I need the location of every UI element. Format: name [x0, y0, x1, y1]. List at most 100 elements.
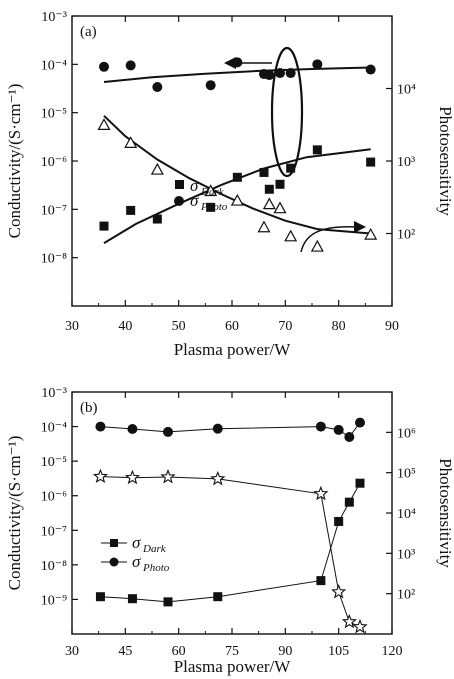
point-photosensitivity	[273, 201, 287, 214]
point-photo	[315, 421, 326, 432]
lines-b	[100, 422, 361, 628]
legend-label-dark-b: σ	[132, 533, 141, 552]
y2-tick-label: 10²	[397, 228, 415, 243]
point-photo	[285, 68, 296, 79]
legend-label-dark-a: σ	[190, 176, 199, 195]
legend-marker-photo-a	[174, 196, 184, 206]
arrow-curve-head	[354, 221, 366, 233]
x-tick-label: 90	[385, 319, 399, 334]
y-tick-label: 10⁻³	[41, 386, 67, 401]
x-tick-label: 80	[332, 319, 346, 334]
panel-a: (a) 30 40 50 60 70 80 90 10⁻³ 10⁻⁴ 10⁻⁵ 10⁻⁶ 10⁻⁷ 10…	[5, 10, 454, 359]
legend-marker-dark-b	[110, 539, 118, 547]
point-photo	[127, 424, 138, 435]
x-tick-label: 60	[172, 644, 186, 659]
point-photosensitivity	[352, 618, 368, 634]
x-tick-label: 50	[172, 319, 186, 334]
point-dark	[206, 202, 216, 212]
highlight-ellipse	[270, 46, 304, 178]
point-photo	[205, 80, 216, 91]
point-dark	[95, 592, 105, 602]
point-photosensitivity	[341, 613, 357, 629]
point-photosensitivity	[92, 468, 109, 484]
point-photosensitivity	[204, 184, 218, 197]
point-photosensitivity	[364, 227, 378, 240]
legend-a: σ Dark σ Photo	[174, 176, 228, 213]
x-tick-label: 30	[65, 644, 79, 659]
y-tick-label: 10⁻⁵	[41, 107, 67, 122]
y-tick-label: 10⁻⁷	[41, 524, 67, 539]
legend-sub-dark-a: Dark	[200, 186, 225, 198]
point-photosensitivity	[210, 470, 226, 486]
fitlines-a	[103, 66, 371, 244]
point-photo	[99, 61, 109, 72]
x-tick-label: 30	[65, 319, 79, 334]
point-photo	[95, 421, 106, 432]
point-photosensitivity	[331, 583, 347, 599]
point-photo	[212, 423, 223, 434]
y2-tick-label: 10⁴	[397, 83, 416, 98]
point-dark	[312, 145, 322, 155]
legend-sub-dark-b: Dark	[142, 543, 167, 555]
legend-sub-photo-b: Photo	[142, 562, 170, 574]
point-photosensitivity	[150, 162, 164, 175]
y-axis-label-a: Conductivity/(S·cm⁻¹)	[5, 84, 24, 239]
point-photo	[333, 424, 344, 435]
point-dark	[163, 597, 173, 607]
fit-line	[103, 66, 371, 83]
y-axis-label-b: Conductivity/(S·cm⁻¹)	[5, 436, 24, 591]
x-tick-label: 90	[278, 644, 292, 659]
y2-tick-label: 10³	[397, 547, 415, 562]
y2-tick-label: 10⁴	[397, 507, 416, 522]
x-tick-label: 105	[328, 644, 349, 659]
point-photosensitivity	[257, 220, 271, 233]
y-tick-label: 10⁻³	[41, 10, 67, 25]
point-photosensitivity	[124, 136, 138, 148]
point-photo	[344, 431, 355, 442]
y2-tick-label: 10⁶	[397, 426, 416, 441]
y-tick-label: 10⁻⁵	[41, 455, 67, 470]
annotations-a	[224, 46, 366, 253]
y-tick-label: 10⁻⁶	[41, 490, 67, 505]
point-photosensitivity	[262, 197, 276, 210]
point-dark	[355, 478, 365, 488]
point-dark	[334, 516, 344, 526]
fit-line	[103, 148, 371, 244]
legend-label-photo-a: σ	[190, 191, 199, 210]
panel-b: (b) 30 45 60 75 90 105 120 10⁻³ 10⁻⁴ 10⁻⁵ 10⁻⁶ 10⁻⁷…	[5, 386, 454, 676]
point-dark	[126, 205, 136, 215]
panel-label-b: (b)	[80, 400, 98, 416]
arrow-curve	[300, 226, 359, 253]
ticks-b: 30 45 60 75 90 105 120 10⁻³ 10⁻⁴ 10⁻⁵ 10⁻⁶ 10⁻⁷ 10⁻⁸…	[41, 386, 416, 659]
point-photosensitivity	[97, 118, 111, 130]
point-dark	[259, 167, 269, 177]
x-tick-label: 75	[225, 644, 239, 659]
point-photo	[275, 68, 285, 79]
legend-label-photo-b: σ	[132, 552, 141, 571]
point-photo	[264, 70, 275, 81]
y-tick-label: 10⁻⁴	[41, 421, 67, 436]
y-tick-label: 10⁻⁷	[41, 203, 67, 218]
x-axis-label-b: Plasma power/W	[174, 657, 292, 676]
x-tick-label: 120	[382, 644, 403, 659]
series-line	[100, 476, 361, 628]
x-axis-label-a: Plasma power/W	[174, 340, 292, 359]
point-photo	[152, 81, 163, 92]
point-photo	[355, 417, 365, 428]
point-photo	[163, 426, 173, 437]
x-tick-label: 60	[225, 319, 239, 334]
point-dark	[275, 179, 285, 189]
y-tick-label: 10⁻⁸	[41, 559, 67, 574]
y-tick-label: 10⁻⁸	[41, 252, 67, 267]
x-tick-label: 70	[278, 319, 292, 334]
point-dark	[152, 214, 162, 224]
panel-label-a: (a)	[80, 24, 97, 40]
point-photosensitivity	[160, 468, 176, 484]
y-tick-label: 10⁻⁴	[41, 58, 67, 73]
y2-axis-label-a: Photosensitivity	[436, 106, 454, 216]
point-dark	[232, 172, 242, 182]
point-dark	[344, 497, 354, 507]
point-photosensitivity	[310, 239, 324, 252]
x-tick-label: 40	[118, 319, 132, 334]
point-dark	[286, 163, 296, 173]
